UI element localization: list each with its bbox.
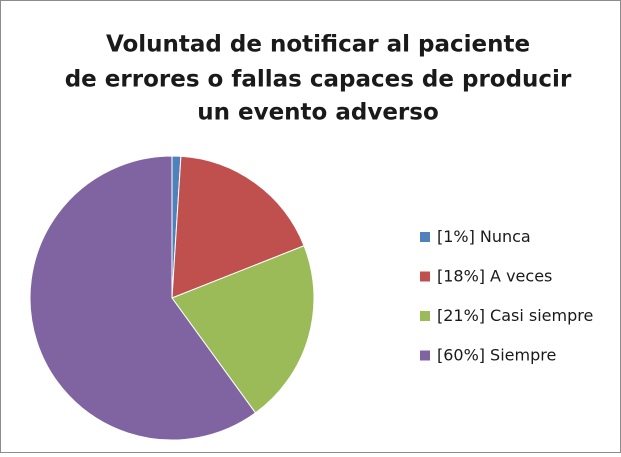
legend-value: [21%] — [437, 306, 485, 325]
legend-label: [21%] Casi siempre — [437, 306, 593, 325]
legend-swatch — [420, 232, 430, 242]
legend-category: Siempre — [490, 345, 556, 364]
legend-value: [18%] — [437, 266, 485, 285]
chart-title: de errores o fallas capaces de producir — [65, 67, 572, 93]
legend-category: Nunca — [480, 227, 531, 246]
legend-swatch — [420, 311, 430, 321]
legend-label: [18%] A veces — [437, 266, 552, 285]
chart-title: Voluntad de notificar al paciente — [106, 32, 530, 58]
pie-slice — [29, 155, 257, 441]
legend-label: [1%] Nunca — [437, 227, 531, 246]
legend-value: [60%] — [437, 345, 485, 364]
legend-category: A veces — [490, 266, 552, 285]
pie-slice — [171, 245, 315, 414]
legend-value: [1%] — [437, 227, 475, 246]
legend-swatch — [420, 271, 430, 282]
pie-slice — [171, 155, 305, 299]
legend-swatch — [420, 350, 430, 361]
legend-category: Casi siempre — [490, 306, 593, 325]
chart-title: un evento adverso — [197, 100, 439, 126]
legend-label: [60%] Siempre — [437, 345, 556, 364]
